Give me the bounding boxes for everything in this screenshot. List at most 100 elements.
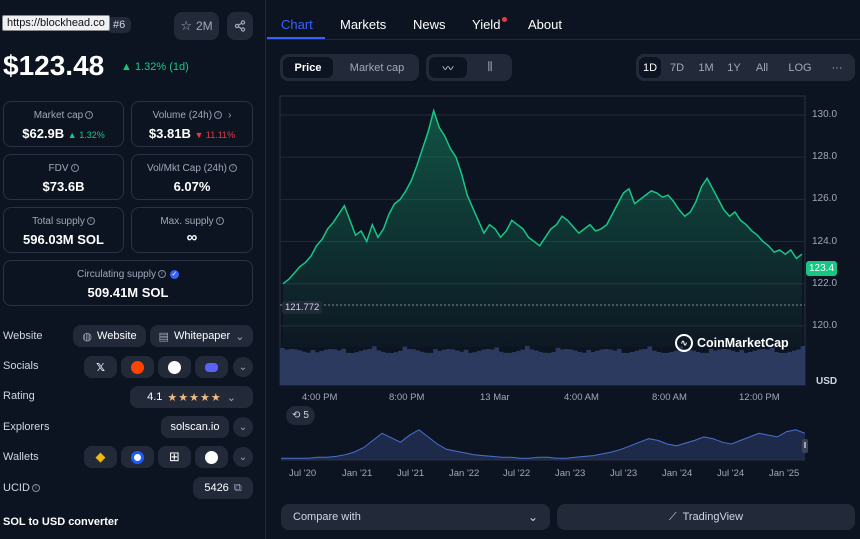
volume-bar xyxy=(319,351,325,385)
x-twitter-link[interactable]: 𝕏 xyxy=(84,356,117,378)
wallets-more-button[interactable]: ⌄ xyxy=(233,447,253,467)
volume-bar xyxy=(490,349,495,385)
history-badge[interactable]: ⟲ 5 xyxy=(286,406,315,425)
socials-more-button[interactable]: ⌄ xyxy=(233,357,253,377)
volume-bar xyxy=(643,349,648,385)
line-chart-button[interactable]: 〰 xyxy=(429,57,467,78)
compare-with-select[interactable]: Compare with ⌄ xyxy=(281,504,550,530)
navigator-tick-label: Jul '22 xyxy=(503,468,531,479)
volume-bar xyxy=(520,349,526,385)
share-button[interactable] xyxy=(227,12,253,40)
wallet-ledger-link[interactable]: ⊞ xyxy=(158,446,191,468)
globe-icon: ◍ xyxy=(82,330,93,343)
volume-bar xyxy=(691,350,696,385)
volume-bar xyxy=(328,349,333,385)
candlestick-icon: ⫼ xyxy=(487,61,493,73)
price-change-1d: ▲ 1.32% (1d) xyxy=(121,61,189,73)
volume-bar xyxy=(678,346,683,385)
low-price-label: 121.772 xyxy=(282,301,323,314)
volume-bar xyxy=(463,349,469,385)
volume-bar xyxy=(297,350,303,385)
star-outline-icon: ☆ xyxy=(180,18,192,33)
info-icon[interactable]: i xyxy=(70,164,79,173)
tradingview-button[interactable]: ⟋ TradingView xyxy=(557,504,855,530)
volume-bar xyxy=(402,346,408,385)
explorer-link[interactable]: solscan.io xyxy=(161,416,229,438)
explorers-more-button[interactable]: ⌄ xyxy=(233,417,253,437)
github-link[interactable] xyxy=(158,356,191,378)
wallets-row-label: Wallets xyxy=(3,451,39,463)
rank-badge: #6 xyxy=(107,17,132,33)
market-cap-value: $62.9B xyxy=(22,126,65,141)
y-tick-label: 126.0 xyxy=(812,193,838,205)
website-link-button[interactable]: ◍ Website xyxy=(73,325,146,347)
volume-bar xyxy=(437,350,443,385)
info-icon[interactable]: i xyxy=(214,111,223,120)
volume-bar xyxy=(293,349,298,385)
range-1m[interactable]: 1M xyxy=(698,61,714,74)
tab-news[interactable]: News xyxy=(413,17,446,32)
volume-bar xyxy=(284,349,290,385)
watchlist-button[interactable]: ☆ 2M xyxy=(174,12,219,40)
volume-bar xyxy=(748,352,753,385)
chevron-down-icon: ⌄ xyxy=(527,510,538,524)
info-icon[interactable]: i xyxy=(215,217,224,226)
volume-bar xyxy=(476,350,482,385)
tab-about[interactable]: About xyxy=(528,17,562,32)
toggle-price[interactable]: Price xyxy=(283,57,333,78)
volume-bar xyxy=(581,352,587,385)
rating-dropdown[interactable]: 4.1 ★★★★★ ⌄ xyxy=(130,386,253,408)
share-icon xyxy=(234,20,246,32)
ledger-wallet-icon: ⊞ xyxy=(169,449,180,464)
volume-bar xyxy=(380,351,386,385)
discord-link[interactable] xyxy=(195,356,228,378)
ucid-row-label: UCID i xyxy=(3,482,40,494)
more-options-button[interactable]: ··· xyxy=(831,61,843,74)
volume-card[interactable]: Volume (24h) i › $3.81B ▼ 11.11% xyxy=(131,101,253,147)
volume-bar xyxy=(791,350,797,385)
range-1y[interactable]: 1Y xyxy=(727,61,741,74)
tab-chart[interactable]: Chart xyxy=(281,17,313,32)
whitepaper-button[interactable]: ▤ Whitepaper ⌄ xyxy=(150,325,253,347)
toggle-market-cap[interactable]: Market cap xyxy=(349,61,405,74)
tab-yield[interactable]: Yield xyxy=(472,17,501,32)
info-icon[interactable]: i xyxy=(86,217,95,226)
wallet-trust-link[interactable] xyxy=(121,446,154,468)
volume-bars xyxy=(280,346,806,385)
volume-bar xyxy=(555,347,561,385)
volume-bar xyxy=(560,349,565,385)
reddit-link[interactable] xyxy=(121,356,154,378)
circulating-supply-card: Circulating supply i ✓ 509.41M SOL xyxy=(3,260,253,306)
volume-bar xyxy=(494,347,500,385)
log-scale-toggle[interactable]: LOG xyxy=(788,61,812,74)
range-7d[interactable]: 7D xyxy=(669,61,685,74)
reddit-icon xyxy=(131,360,144,374)
info-icon[interactable]: i xyxy=(31,484,40,493)
wallet-binance-link[interactable]: ◆ xyxy=(84,446,117,468)
chart-panel: Chart Markets News Yield About Price Mar… xyxy=(267,0,860,539)
navigator-handle[interactable]: ‖ xyxy=(802,439,808,453)
volume-bar xyxy=(367,349,373,385)
range-all[interactable]: All xyxy=(755,61,769,74)
wallet-lock-link[interactable] xyxy=(195,446,228,468)
tab-bar: Chart Markets News Yield About xyxy=(267,0,860,40)
price-chart[interactable] xyxy=(267,0,860,539)
volume-bar xyxy=(306,352,311,385)
price-line xyxy=(282,108,803,285)
converter-title: SOL to USD converter xyxy=(3,516,119,528)
volume-bar xyxy=(603,349,609,385)
volume-bar xyxy=(406,349,412,385)
info-icon[interactable]: i xyxy=(157,270,166,279)
tab-markets[interactable]: Markets xyxy=(340,17,387,32)
price-area xyxy=(283,110,802,347)
info-icon[interactable]: i xyxy=(229,164,238,173)
volume-bar xyxy=(770,347,775,385)
fdv-card: FDV i $73.6B xyxy=(3,154,124,200)
navigator-line xyxy=(281,429,806,459)
volume-change: ▼ 11.11% xyxy=(194,130,236,140)
info-icon[interactable]: i xyxy=(85,111,94,120)
candlestick-button[interactable]: ⫼ xyxy=(471,57,509,78)
volume-bar xyxy=(568,349,574,385)
range-1d[interactable]: 1D xyxy=(639,57,661,78)
ucid-copy-button[interactable]: 5426 ⧉ xyxy=(193,477,253,499)
